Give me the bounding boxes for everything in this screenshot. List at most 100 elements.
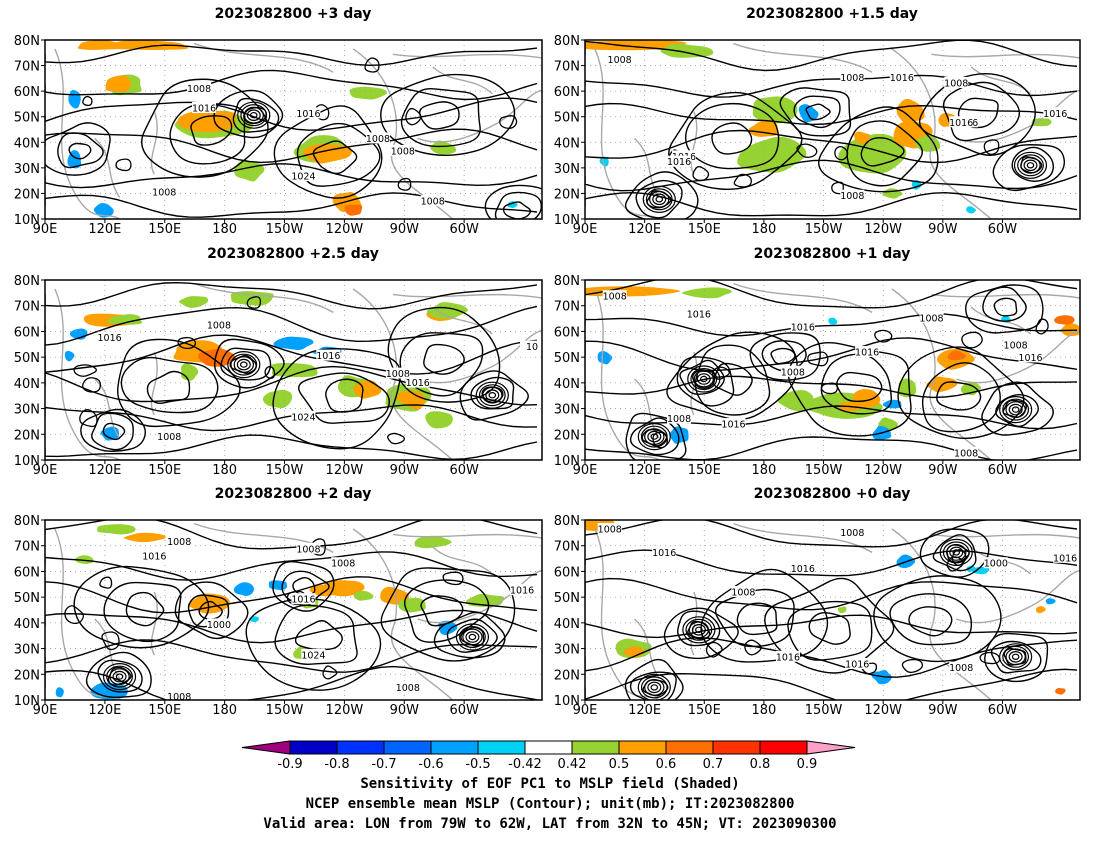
contour-label: 1008 xyxy=(296,544,320,555)
sensitivity-patch xyxy=(737,136,807,173)
contour-label: 1016 xyxy=(687,310,711,321)
sensitivity-patch xyxy=(68,89,81,109)
coastline xyxy=(392,293,542,299)
contour-label-bg xyxy=(365,132,390,144)
isobar-small xyxy=(712,366,731,380)
contour-label-bg xyxy=(1053,551,1078,563)
contour-label: 1016 xyxy=(721,420,745,431)
isobar-low xyxy=(107,666,132,686)
coastline xyxy=(733,42,873,73)
lon-label: 150E xyxy=(148,222,181,237)
isobar-small xyxy=(387,432,405,445)
isobar-cyclone xyxy=(691,623,706,636)
sensitivity-patch xyxy=(585,286,680,297)
coastline xyxy=(352,288,454,460)
lon-label: 90W xyxy=(390,463,420,478)
colorbar-label: 0.42 xyxy=(558,757,587,772)
lat-label: 20N xyxy=(14,668,40,683)
lon-label: 120E xyxy=(88,703,121,718)
isobar xyxy=(45,404,538,432)
lon-label: 120W xyxy=(864,463,902,478)
isobar xyxy=(585,280,1078,309)
sensitivity-patch xyxy=(1054,315,1075,325)
sensitivity-patch xyxy=(777,390,814,412)
contour-label-bg xyxy=(405,376,430,388)
contour-label-bg xyxy=(385,367,410,379)
isobar-low xyxy=(292,576,316,596)
isobar-small xyxy=(820,382,839,395)
isobar-low xyxy=(85,651,152,699)
isobar-small xyxy=(744,639,762,656)
isobar-cyclone xyxy=(1008,650,1023,663)
isobar-high xyxy=(274,604,358,665)
contour-label-bg xyxy=(845,658,870,669)
sensitivity-patch xyxy=(353,590,374,601)
isobar xyxy=(585,436,1078,460)
isobar xyxy=(45,665,538,700)
lat-label: 40N xyxy=(554,136,580,151)
isobar-cyclone xyxy=(949,546,964,559)
lat-label: 50N xyxy=(554,351,580,366)
isobar-cyclone xyxy=(240,104,268,127)
contour-label: 1016 xyxy=(845,660,869,671)
sensitivity-patch xyxy=(430,140,457,155)
isobar-low xyxy=(68,142,92,160)
coastline xyxy=(392,533,542,539)
isobar xyxy=(585,668,1078,700)
isobar-high xyxy=(380,73,516,156)
colorbar-left-arrow xyxy=(241,740,291,755)
lon-label: 120W xyxy=(864,703,902,718)
isobar-small xyxy=(364,57,380,73)
sensitivity-patch xyxy=(102,40,189,50)
lat-label: 50N xyxy=(14,351,40,366)
lat-label: 70N xyxy=(554,300,580,315)
isobar-cyclone xyxy=(645,188,673,211)
lon-label: 150E xyxy=(148,703,181,718)
lat-label: 70N xyxy=(554,60,580,75)
sensitivity-patch xyxy=(74,555,94,564)
map-panel-2: 1008100810161008101610161016100810161016… xyxy=(554,34,1081,237)
isobar-high xyxy=(125,591,165,627)
isobar-high xyxy=(873,575,1002,663)
contour-label-bg xyxy=(686,308,711,320)
contour-label-bg xyxy=(780,365,805,377)
isobar xyxy=(45,44,538,67)
contour-label-bg xyxy=(510,584,535,596)
isobar-high xyxy=(245,598,382,691)
sensitivity-patch xyxy=(344,204,363,216)
isobar-cyclone xyxy=(942,541,970,564)
contour-label: 1016 xyxy=(296,109,320,120)
isobar-low xyxy=(433,611,506,659)
contour-label-bg xyxy=(919,311,944,323)
lon-label: 90E xyxy=(573,222,598,237)
isobar xyxy=(45,334,538,375)
isobar-low xyxy=(213,338,285,389)
isobar-low xyxy=(91,412,134,451)
isobar-high xyxy=(684,102,780,170)
colorbar-segment xyxy=(430,740,479,755)
contour-label-bg xyxy=(607,53,632,65)
sensitivity-patch xyxy=(599,156,609,167)
contour-label-bg xyxy=(889,71,914,83)
contour-label: 1008 xyxy=(840,528,864,539)
isobar xyxy=(45,128,538,164)
sensitivity-patch xyxy=(425,411,453,429)
lat-label: 70N xyxy=(14,540,40,555)
coastline xyxy=(594,48,660,219)
sensitivity-patch xyxy=(181,363,199,381)
map-panel-5: 1008101610081008101610001024100810161008… xyxy=(14,514,543,718)
lat-label: 80N xyxy=(554,514,580,529)
coastline xyxy=(931,53,1080,59)
isobar-low xyxy=(629,417,680,456)
sensitivity-patch xyxy=(93,203,114,218)
contour-label-bg xyxy=(1018,351,1043,363)
isobar-high xyxy=(787,600,873,661)
isobar-cyclone xyxy=(227,351,261,379)
contour-label-bg xyxy=(291,170,316,182)
sensitivity-patch xyxy=(585,40,687,51)
contour-label: 1008 xyxy=(731,588,755,599)
colorbar-segment xyxy=(665,740,714,755)
lat-label: 10N xyxy=(14,454,40,469)
lon-label: 180 xyxy=(212,463,237,478)
map-panel-6: 1008 1008 1016 1016 1008 1016 1016 1000 1016 1008… xyxy=(554,514,1081,718)
